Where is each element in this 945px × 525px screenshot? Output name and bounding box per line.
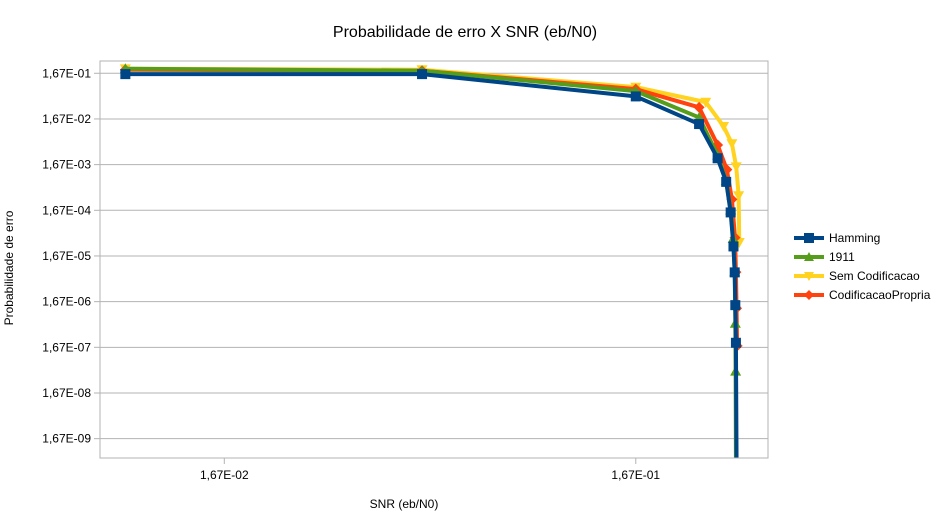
data-point	[726, 139, 738, 150]
series-1911	[119, 63, 742, 459]
series-line-codificacaopropria	[125, 67, 740, 346]
data-point	[725, 207, 736, 218]
legend-item-codificacaopropria: CodificacaoPropria	[794, 288, 931, 302]
legend-marker	[804, 252, 814, 261]
y-tick-label: 1,67E-06	[42, 295, 91, 309]
data-point	[728, 241, 739, 252]
series-line-hamming	[125, 72, 739, 459]
legend: Hamming 1911 Sem Codificacao CodificacaoPro…	[794, 231, 931, 302]
chart-title: Probabilidade de erro X SNR (eb/N0)	[333, 24, 597, 41]
legend-marker	[804, 272, 814, 281]
legend-label: Hamming	[829, 231, 880, 245]
y-tick-label: 1,67E-08	[42, 386, 91, 400]
y-tick-label: 1,67E-05	[42, 249, 91, 263]
y-tick-label: 1,67E-01	[42, 66, 91, 80]
legend-marker	[804, 290, 814, 300]
y-tick-label: 1,67E-04	[42, 203, 91, 217]
y-axis-title: Probabilidade de erro	[2, 210, 16, 325]
legend-item-sem-codificacao: Sem Codificacao	[794, 269, 920, 283]
data-point	[721, 176, 732, 187]
legend-marker	[804, 233, 814, 243]
y-tick-label: 1,67E-07	[42, 340, 91, 354]
legend-item-1911: 1911	[794, 250, 855, 264]
legend-label: Sem Codificacao	[829, 269, 920, 283]
data-point	[730, 300, 741, 311]
data-point	[120, 69, 131, 80]
x-tick-label: 1,67E-01	[611, 468, 660, 482]
legend-item-hamming: Hamming	[794, 231, 880, 245]
data-point	[733, 191, 745, 202]
y-tick-label: 1,67E-02	[42, 112, 91, 126]
legend-label: 1911	[829, 250, 855, 264]
y-tick-label: 1,67E-09	[42, 432, 91, 446]
data-point	[730, 162, 742, 173]
tick-labels: 1,67E-01 1,67E-02 1,67E-03 1,67E-04 1,67E-05…	[42, 66, 660, 482]
gridlines	[100, 72, 768, 440]
legend-label: CodificacaoPropria	[829, 288, 931, 302]
data-point	[729, 267, 740, 278]
x-axis-title: SNR (eb/N0)	[370, 497, 439, 511]
series-codificacaopropria	[119, 64, 743, 352]
series-line-1911	[125, 66, 738, 459]
data-point	[712, 153, 723, 164]
data-point	[730, 337, 741, 348]
data-point	[417, 69, 428, 80]
y-tick-label: 1,67E-03	[42, 158, 91, 172]
data-point	[694, 119, 705, 130]
series-hamming	[120, 69, 741, 459]
plot-frame	[99, 60, 769, 459]
data-point	[718, 121, 730, 132]
data-point	[700, 97, 712, 108]
data-point	[693, 101, 705, 113]
x-tick-label: 1,67E-02	[200, 468, 249, 482]
data-point	[630, 91, 641, 102]
plot-area	[119, 63, 745, 459]
